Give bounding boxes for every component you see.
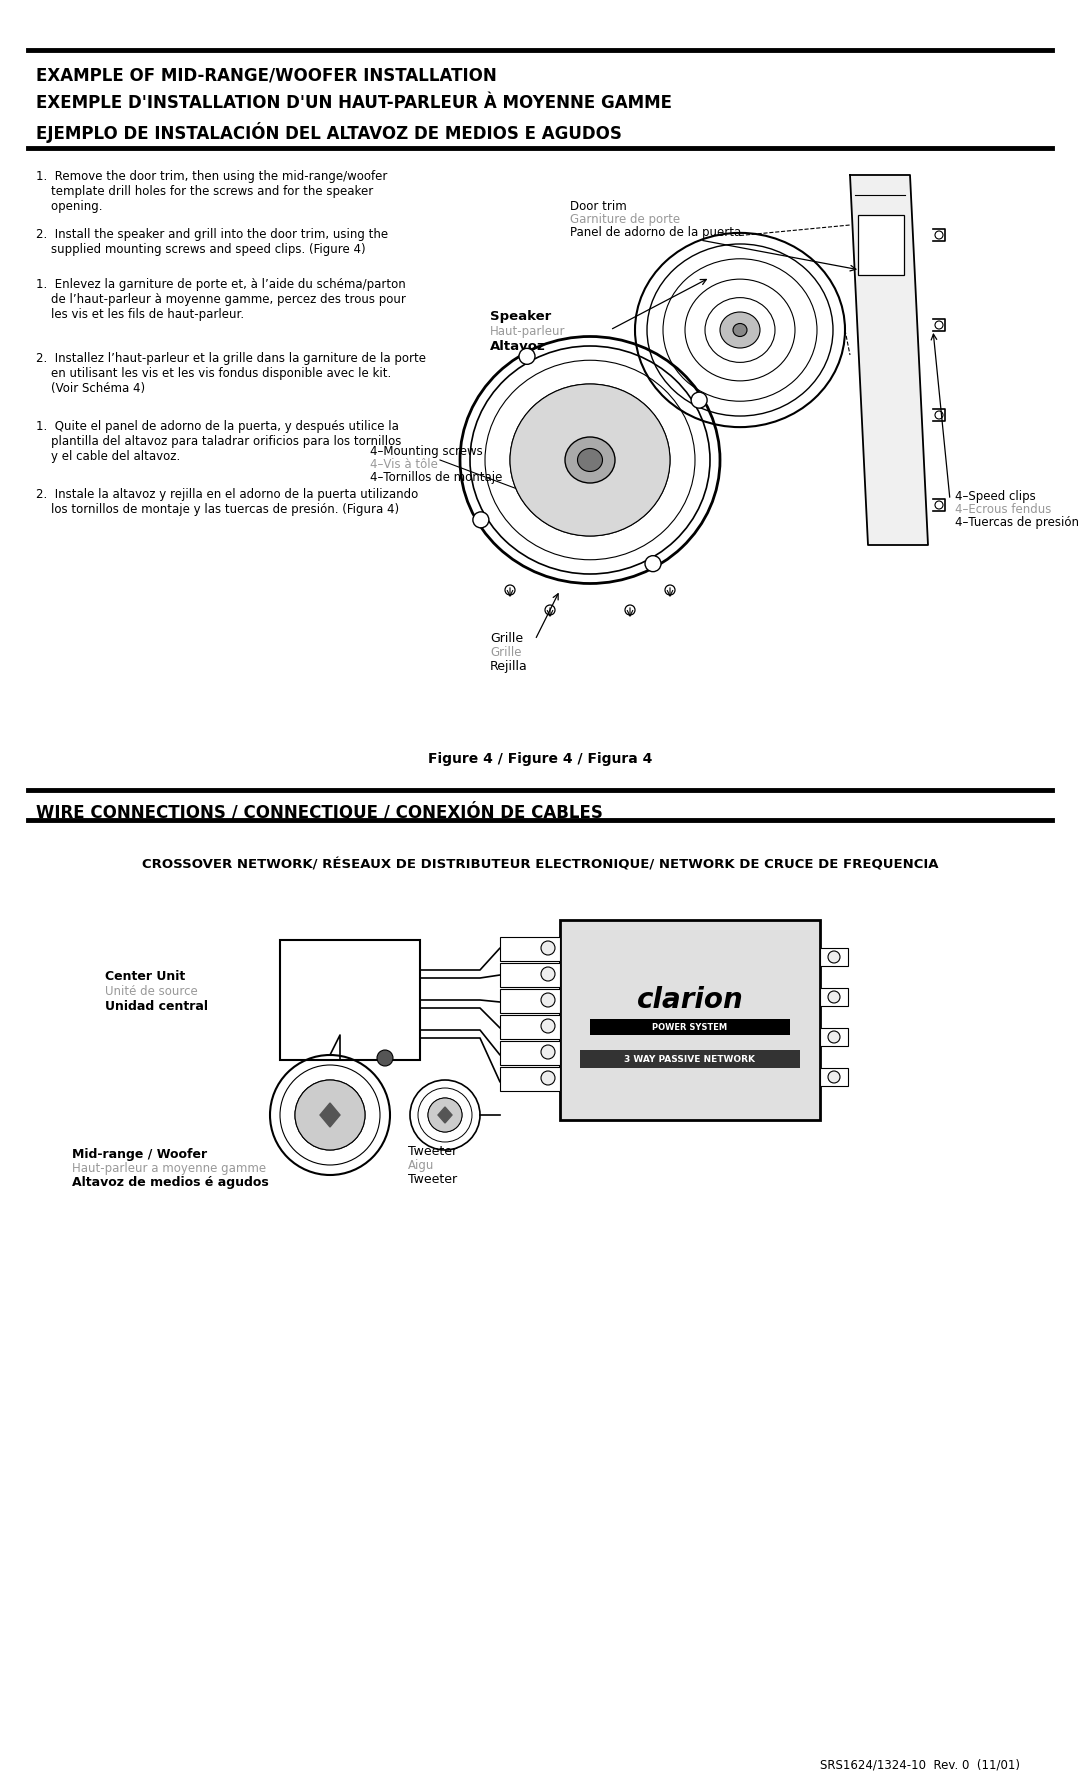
- Text: Aigu: Aigu: [408, 1159, 434, 1172]
- Text: Speaker: Speaker: [490, 309, 551, 324]
- Bar: [820, 1028, 848, 1045]
- Bar: [500, 1067, 561, 1092]
- Text: POWER SYSTEM: POWER SYSTEM: [652, 1024, 728, 1033]
- Bar: [500, 989, 561, 1013]
- Text: (-): (-): [502, 1074, 512, 1083]
- Text: Mid-range / Woofer: Mid-range / Woofer: [72, 1149, 207, 1161]
- Text: SRS1624/1324-10  Rev. 0  (11/01): SRS1624/1324-10 Rev. 0 (11/01): [820, 1758, 1020, 1771]
- Circle shape: [428, 1099, 462, 1133]
- Bar: [500, 937, 561, 960]
- Polygon shape: [320, 1102, 340, 1127]
- Circle shape: [828, 951, 840, 964]
- Bar: [280, 941, 420, 1060]
- Circle shape: [625, 605, 635, 615]
- Text: WIRE CONNECTIONS / CONNECTIQUE / CONEXIÓN DE CABLES: WIRE CONNECTIONS / CONNECTIQUE / CONEXIÓ…: [36, 802, 603, 821]
- Circle shape: [828, 1070, 840, 1083]
- Circle shape: [691, 393, 707, 409]
- Bar: [820, 989, 848, 1006]
- Circle shape: [473, 512, 489, 528]
- Text: clarion: clarion: [636, 987, 743, 1013]
- Circle shape: [828, 990, 840, 1003]
- Bar: [590, 1019, 789, 1035]
- Text: Garniture de porte: Garniture de porte: [570, 213, 680, 226]
- Bar: [561, 919, 820, 1120]
- Text: 1.  Remove the door trim, then using the mid-range/woofer
    template drill hol: 1. Remove the door trim, then using the …: [36, 171, 388, 213]
- Circle shape: [935, 501, 943, 509]
- Ellipse shape: [578, 448, 603, 471]
- Circle shape: [545, 605, 555, 615]
- Circle shape: [665, 585, 675, 596]
- Bar: [500, 964, 561, 987]
- Circle shape: [541, 967, 555, 981]
- Text: Door trim: Door trim: [570, 199, 626, 213]
- Text: CROSSOVER NETWORK/ RÉSEAUX DE DISTRIBUTEUR ELECTRONIQUE/ NETWORK DE CRUCE DE FRE: CROSSOVER NETWORK/ RÉSEAUX DE DISTRIBUTE…: [141, 859, 939, 871]
- Ellipse shape: [510, 384, 670, 535]
- Text: Haut-parleur: Haut-parleur: [490, 325, 566, 338]
- Text: 4–Speed clips: 4–Speed clips: [955, 491, 1036, 503]
- Text: 1.  Quite el panel de adorno de la puerta, y después utilice la
    plantilla de: 1. Quite el panel de adorno de la puerta…: [36, 420, 402, 462]
- Bar: [580, 1051, 800, 1069]
- Circle shape: [541, 1045, 555, 1060]
- Circle shape: [935, 411, 943, 420]
- Circle shape: [935, 322, 943, 329]
- Text: (+): (+): [502, 1047, 515, 1056]
- Circle shape: [828, 1031, 840, 1044]
- Text: (-): (-): [502, 971, 512, 980]
- Bar: [858, 215, 904, 276]
- Ellipse shape: [733, 324, 747, 336]
- Text: Haut-parleur a moyenne gamme: Haut-parleur a moyenne gamme: [72, 1163, 266, 1175]
- Text: Grille: Grille: [490, 645, 522, 660]
- Text: (+): (+): [502, 944, 515, 953]
- Text: 2.  Install the speaker and grill into the door trim, using the
    supplied mou: 2. Install the speaker and grill into th…: [36, 228, 388, 256]
- Text: Figure 4 / Figure 4 / Figura 4: Figure 4 / Figure 4 / Figura 4: [428, 752, 652, 766]
- Circle shape: [935, 231, 943, 238]
- Bar: [500, 1040, 561, 1065]
- Circle shape: [645, 557, 661, 573]
- Text: Tweeter: Tweeter: [408, 1145, 457, 1157]
- Circle shape: [541, 1070, 555, 1085]
- Text: Unité de source: Unité de source: [105, 985, 198, 997]
- Text: 4–Tuercas de presión: 4–Tuercas de presión: [955, 516, 1079, 530]
- Polygon shape: [850, 174, 928, 546]
- Text: (-): (-): [502, 1022, 512, 1031]
- Bar: [820, 1069, 848, 1086]
- Circle shape: [377, 1051, 393, 1067]
- Circle shape: [295, 1079, 365, 1150]
- Text: Center Unit: Center Unit: [105, 971, 186, 983]
- Circle shape: [505, 585, 515, 596]
- Text: Rejilla: Rejilla: [490, 660, 528, 674]
- Bar: [820, 948, 848, 965]
- Text: 2.  Instale la altavoz y rejilla en el adorno de la puerta utilizando
    los to: 2. Instale la altavoz y rejilla en el ad…: [36, 487, 418, 516]
- Text: 3 WAY PASSIVE NETWORK: 3 WAY PASSIVE NETWORK: [624, 1056, 756, 1065]
- Text: EXEMPLE D'INSTALLATION D'UN HAUT-PARLEUR À MOYENNE GAMME: EXEMPLE D'INSTALLATION D'UN HAUT-PARLEUR…: [36, 94, 672, 112]
- Ellipse shape: [720, 311, 760, 348]
- Text: 2.  Installez l’haut-parleur et la grille dans la garniture de la porte
    en u: 2. Installez l’haut-parleur et la grille…: [36, 352, 426, 395]
- Circle shape: [541, 941, 555, 955]
- Text: EXAMPLE OF MID-RANGE/WOOFER INSTALLATION: EXAMPLE OF MID-RANGE/WOOFER INSTALLATION: [36, 66, 497, 84]
- Text: Panel de adorno de la puerta: Panel de adorno de la puerta: [570, 226, 741, 238]
- Text: 1.  Enlevez la garniture de porte et, à l’aide du schéma/parton
    de l’haut-pa: 1. Enlevez la garniture de porte et, à l…: [36, 277, 406, 322]
- Circle shape: [541, 1019, 555, 1033]
- Text: Grille: Grille: [490, 631, 523, 645]
- Text: Unidad central: Unidad central: [105, 999, 208, 1013]
- Circle shape: [541, 992, 555, 1006]
- Polygon shape: [438, 1108, 453, 1124]
- Text: Altavoz: Altavoz: [490, 340, 545, 354]
- Text: 4–Ecrous fendus: 4–Ecrous fendus: [955, 503, 1051, 516]
- Text: Tweeter: Tweeter: [408, 1173, 457, 1186]
- Circle shape: [519, 348, 535, 364]
- Bar: [500, 1015, 561, 1038]
- Text: 4–Vis à tôle: 4–Vis à tôle: [370, 459, 437, 471]
- Text: Altavoz de medios é agudos: Altavoz de medios é agudos: [72, 1175, 269, 1189]
- Text: EJEMPLO DE INSTALACIÓN DEL ALTAVOZ DE MEDIOS E AGUDOS: EJEMPLO DE INSTALACIÓN DEL ALTAVOZ DE ME…: [36, 123, 622, 142]
- Ellipse shape: [565, 437, 615, 484]
- Text: 4–Mounting screws: 4–Mounting screws: [370, 444, 483, 459]
- Text: (+): (+): [502, 996, 515, 1005]
- Text: 4–Tornillos de montaje: 4–Tornillos de montaje: [370, 471, 502, 484]
